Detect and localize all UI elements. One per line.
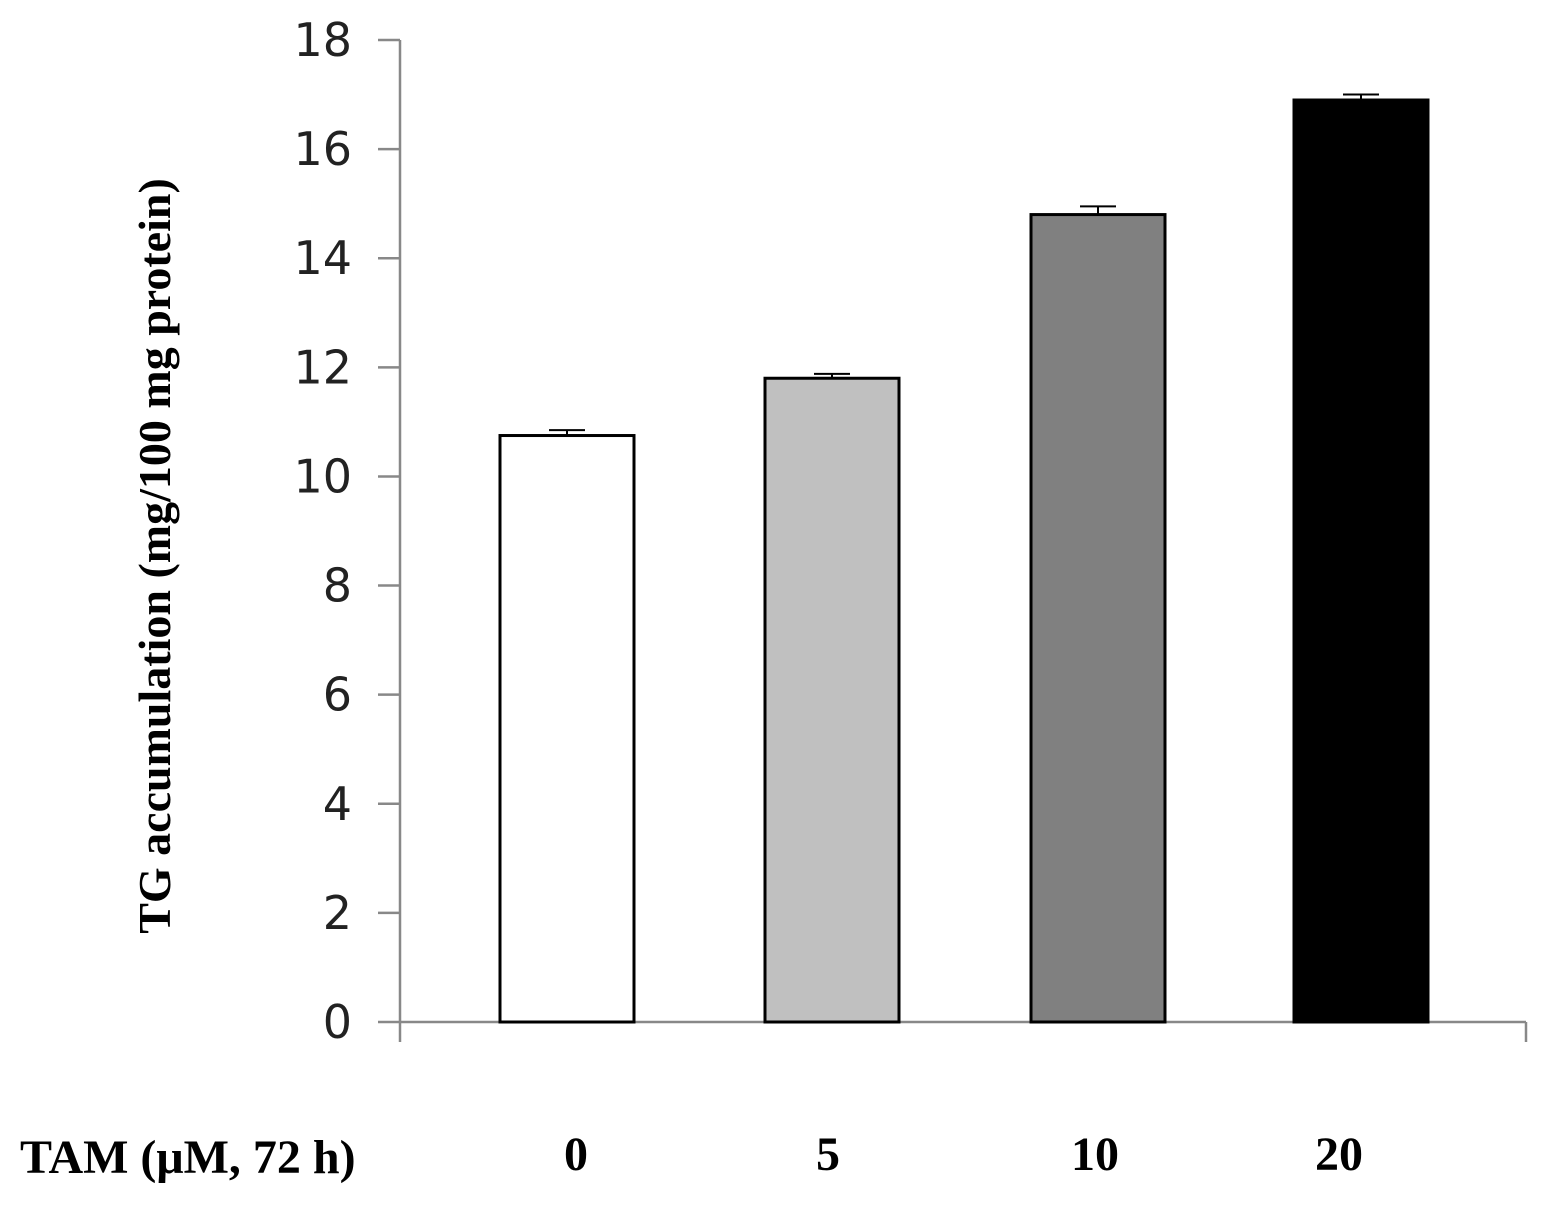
y-tick-label: 10 [293, 449, 352, 503]
bars [498, 98, 1430, 1024]
bar-10 [1029, 213, 1167, 1024]
bar-5 [763, 376, 901, 1024]
category-label: 0 [564, 1128, 588, 1181]
y-tick-label: 2 [323, 886, 352, 940]
bar-0 [498, 434, 636, 1024]
y-tick-label: 4 [323, 777, 352, 831]
category-label: 5 [816, 1128, 840, 1181]
y-axis-title: TG accumulation (mg/100 mg protein) [129, 178, 180, 934]
category-labels: 0 5 10 20 [564, 1128, 1363, 1181]
y-tick-label: 14 [293, 231, 352, 285]
y-tick-label: 12 [293, 340, 352, 394]
y-tick-label: 8 [323, 559, 352, 613]
y-tick-label: 0 [323, 995, 352, 1049]
x-axis [398, 1020, 1528, 1042]
y-axis: 0 2 4 6 8 10 12 14 16 18 [293, 13, 402, 1049]
category-label: 20 [1315, 1128, 1363, 1181]
x-axis-title: TAM (μM, 72 h) [20, 1131, 356, 1184]
y-tick-label: 18 [293, 13, 352, 67]
bar-20 [1292, 98, 1430, 1024]
y-tick-label: 16 [293, 122, 352, 176]
y-tick-label: 6 [323, 668, 352, 722]
category-label: 10 [1071, 1128, 1119, 1181]
error-bars [549, 93, 1379, 436]
